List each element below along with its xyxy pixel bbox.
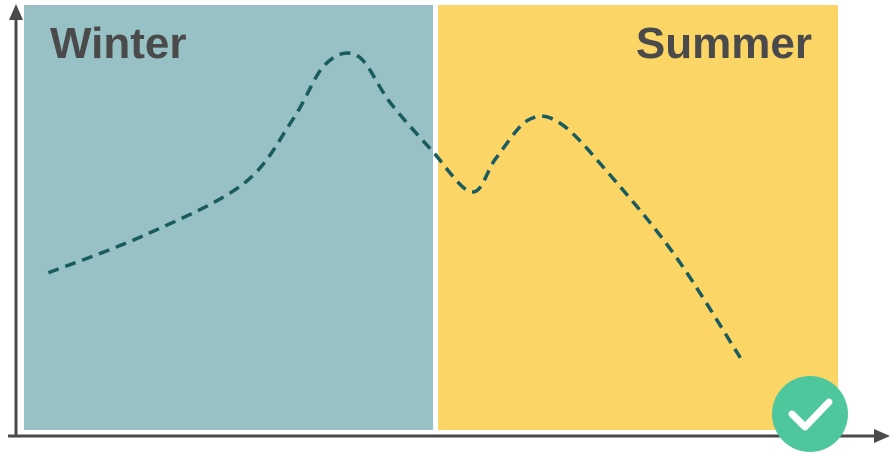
region-winter [24, 5, 434, 430]
region-label-summer: Summer [636, 19, 812, 68]
x-axis-arrow-icon [874, 429, 890, 443]
series-line-0 [47, 51, 742, 359]
y-axis-arrow-icon [9, 4, 23, 20]
region-label-winter: Winter [50, 19, 187, 68]
background-regions [24, 5, 838, 430]
region-summer [438, 5, 838, 430]
series-group [47, 51, 742, 359]
checkmark-badge [772, 376, 848, 452]
checkmark-icon [788, 398, 833, 431]
axes [8, 4, 890, 443]
checkmark-badge-circle [772, 376, 848, 452]
region-labels: Winter Summer [50, 19, 812, 68]
